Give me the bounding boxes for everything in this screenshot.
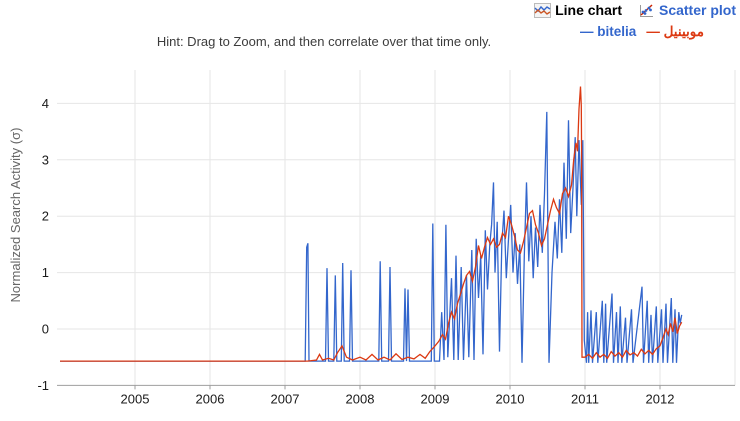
- y-axis-title: Normalized Search Activity (σ): [8, 127, 23, 303]
- legend-item-bitelia: — bitelia: [580, 24, 636, 40]
- x-tick-label: 2012: [646, 391, 675, 406]
- legend-label-bitelia: bitelia: [597, 24, 637, 39]
- x-tick-label: 2010: [496, 391, 525, 406]
- series-line-bitelia: [60, 111, 683, 363]
- y-tick-label: 0: [42, 322, 49, 337]
- y-tick-label: 3: [42, 152, 49, 167]
- x-tick-label: 2011: [571, 391, 599, 406]
- series-line-mobinil: [60, 86, 683, 362]
- legend-dash-red: —: [646, 24, 660, 39]
- y-tick-label: 1: [42, 265, 49, 280]
- x-tick-label: 2008: [346, 391, 375, 406]
- y-tick-label: -1: [37, 378, 49, 393]
- x-tick-label: 2006: [196, 391, 225, 406]
- y-tick-label: 4: [42, 96, 49, 111]
- x-tick-label: 2005: [121, 391, 150, 406]
- line-chart-toggle[interactable]: Line chart: [534, 2, 622, 18]
- chart-type-switcher: Line chart Scatter plot: [534, 2, 736, 18]
- legend-dash-blue: —: [580, 24, 594, 39]
- x-tick-label: 2009: [421, 391, 450, 406]
- scatter-plot-label: Scatter plot: [658, 2, 736, 18]
- y-tick-label: 2: [42, 209, 49, 224]
- legend-item-mobinil: — موبينيل: [646, 24, 704, 40]
- zoom-hint: Hint: Drag to Zoom, and then correlate o…: [156, 34, 492, 49]
- series-legend: — bitelia — موبينيل: [580, 24, 704, 40]
- line-chart-icon: [534, 2, 552, 18]
- legend-label-mobinil: موبينيل: [663, 24, 704, 39]
- scatter-plot-icon: [639, 3, 653, 17]
- scatter-plot-toggle[interactable]: Scatter plot: [638, 2, 736, 18]
- line-chart-label: Line chart: [555, 2, 622, 18]
- x-tick-label: 2007: [271, 391, 300, 406]
